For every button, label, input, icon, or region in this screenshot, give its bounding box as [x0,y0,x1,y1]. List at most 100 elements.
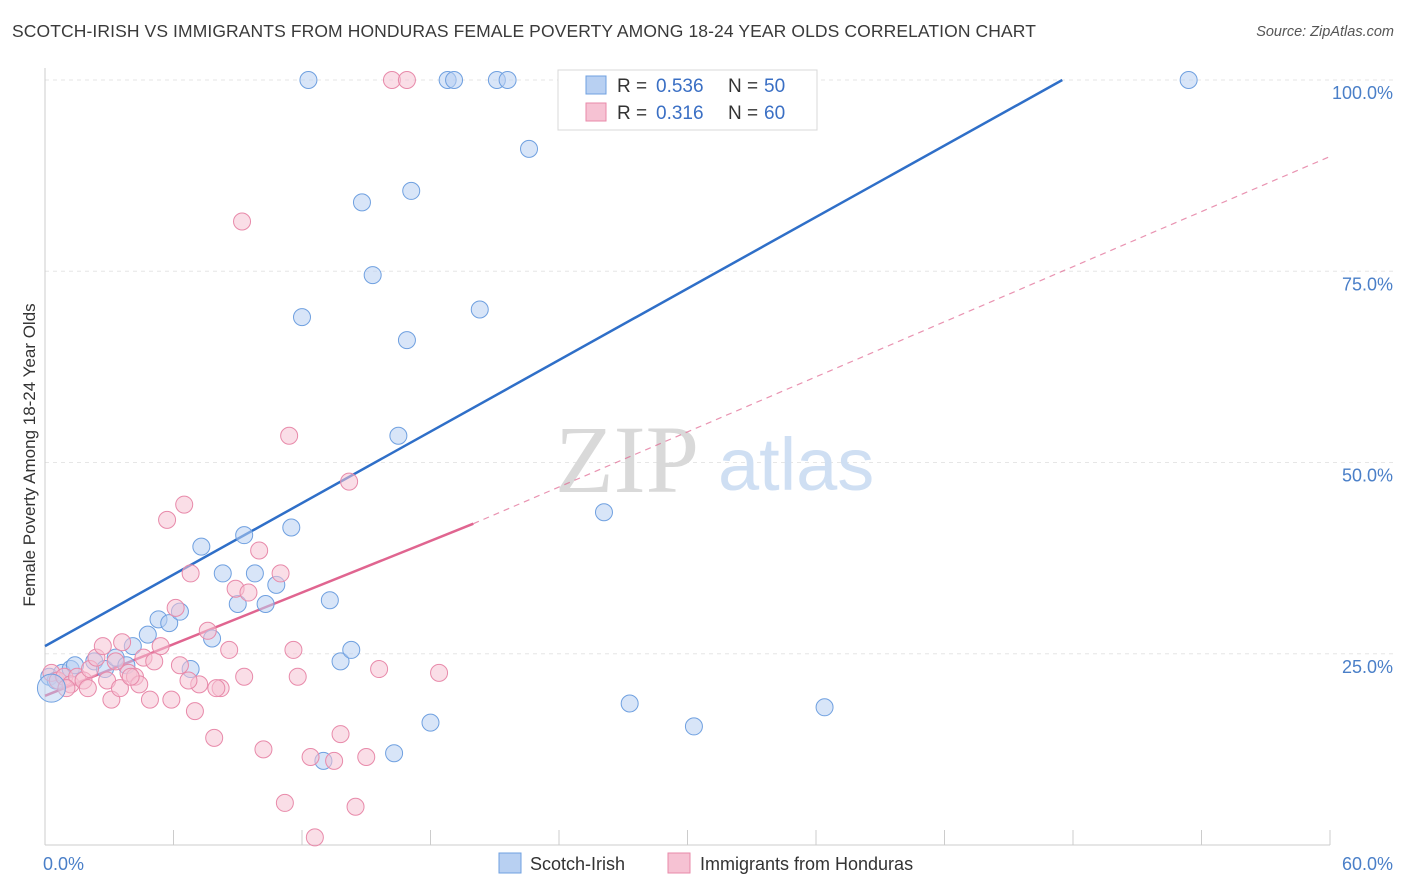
scotch-irish-point [331,652,350,671]
scotch-irish-point [445,71,464,89]
honduras-point [78,679,97,698]
y-axis-label: Female Poverty Among 18-24 Year Olds [20,303,39,606]
scotch-irish-point [293,308,311,327]
honduras-point [93,637,112,656]
honduras-point [325,751,344,770]
honduras-point [140,690,159,709]
honduras-point [121,667,140,686]
scotch-irish-point [385,744,404,763]
honduras-point [397,71,416,89]
honduras-point [179,671,198,690]
scotch-irish-point [594,503,613,522]
honduras-point [331,725,350,744]
scotch-irish-point [620,694,639,713]
scotch-irish-point [684,717,703,736]
honduras-point [106,652,125,671]
honduras-point [110,679,129,698]
honduras-point [113,633,132,652]
x-tick-label-min: 0.0% [43,854,84,874]
honduras-point [205,728,224,747]
legend-r-label-2: R = [617,103,647,124]
legend-swatch-honduras [585,102,607,122]
scotch-irish-point [160,614,179,633]
watermark-zip: ZIP [555,406,699,513]
honduras-point [162,690,181,709]
legend: R = 0.536 N = 50 R = 0.316 N = 60 [557,69,818,131]
scotch-irish-point [421,713,440,732]
axes [44,68,1331,846]
scotch-irish-point-cluster [36,673,66,703]
honduras-point [340,472,359,491]
honduras-point [207,679,226,698]
scotch-irish-point [138,625,157,644]
honduras-trend-extension [473,155,1331,525]
scotch-irish-point [1179,71,1198,89]
scotch-irish-point [299,71,318,89]
honduras-point [275,793,294,812]
honduras-point [250,541,269,560]
scotch-irish-point [213,564,232,583]
scotch-irish-trend-line [44,78,1063,648]
scotch-irish-point [342,640,361,659]
watermark-atlas: atlas [718,423,874,506]
scotch-irish-point [320,591,339,610]
y-tick-label: 100.0% [1332,83,1393,103]
series-label-honduras: Immigrants from Honduras [700,854,913,874]
honduras-point [175,495,194,514]
honduras-point [288,667,307,686]
scotch-irish-point [470,300,489,319]
scotch-irish-point [520,139,539,158]
honduras-point [181,564,200,583]
legend-n-value-1: 50 [764,76,785,97]
honduras-point [151,637,170,656]
scotch-irish-point [256,595,275,614]
honduras-point [280,426,299,445]
scotch-irish-point [498,71,517,89]
honduras-point [305,828,324,847]
source-label: Source: ZipAtlas.com [1256,24,1394,40]
scotch-irish-point [363,266,382,285]
honduras-point [239,583,258,602]
series-swatch-scotch-irish [498,852,522,874]
honduras-point [301,748,320,767]
x-tick-labels: 0.0% 60.0% [43,854,1393,874]
honduras-point [185,702,204,721]
y-tick-label: 50.0% [1342,466,1393,486]
legend-r-label: R = [617,76,647,97]
honduras-point [382,71,401,89]
honduras-point [170,656,189,675]
legend-n-label-2: N = [728,103,758,124]
honduras-point [166,598,185,617]
legend-swatch-scotch-irish [585,75,607,95]
honduras-point [233,212,252,231]
scotch-irish-point [192,537,211,556]
scotch-irish-point [235,526,254,545]
legend-r-value-1: 0.536 [656,76,704,97]
scotch-irish-point [245,564,264,583]
honduras-point [271,564,290,583]
series-swatch-honduras [667,852,691,874]
honduras-point [430,663,449,682]
scotch-irish-point [397,331,416,350]
scotch-irish-point [282,518,301,537]
honduras-point [346,797,365,816]
scotch-irish-point [352,193,371,212]
chart-title: SCOTCH-IRISH VS IMMIGRANTS FROM HONDURAS… [12,21,1037,41]
y-tick-labels: 25.0% 50.0% 75.0% 100.0% [1332,83,1393,677]
honduras-point [254,740,273,759]
data-points [36,71,1198,847]
honduras-point [235,667,254,686]
honduras-point [158,510,177,529]
honduras-point [284,640,303,659]
series-legend: Scotch-Irish Immigrants from Honduras [498,852,913,874]
legend-n-label: N = [728,76,758,97]
series-label-scotch-irish: Scotch-Irish [530,854,625,874]
legend-r-value-2: 0.316 [656,103,704,124]
y-tick-label: 75.0% [1342,274,1393,294]
honduras-point [357,748,376,767]
honduras-point [220,640,239,659]
legend-n-value-2: 60 [764,103,785,124]
y-tick-label: 25.0% [1342,657,1393,677]
x-tick-label-max: 60.0% [1342,854,1393,874]
